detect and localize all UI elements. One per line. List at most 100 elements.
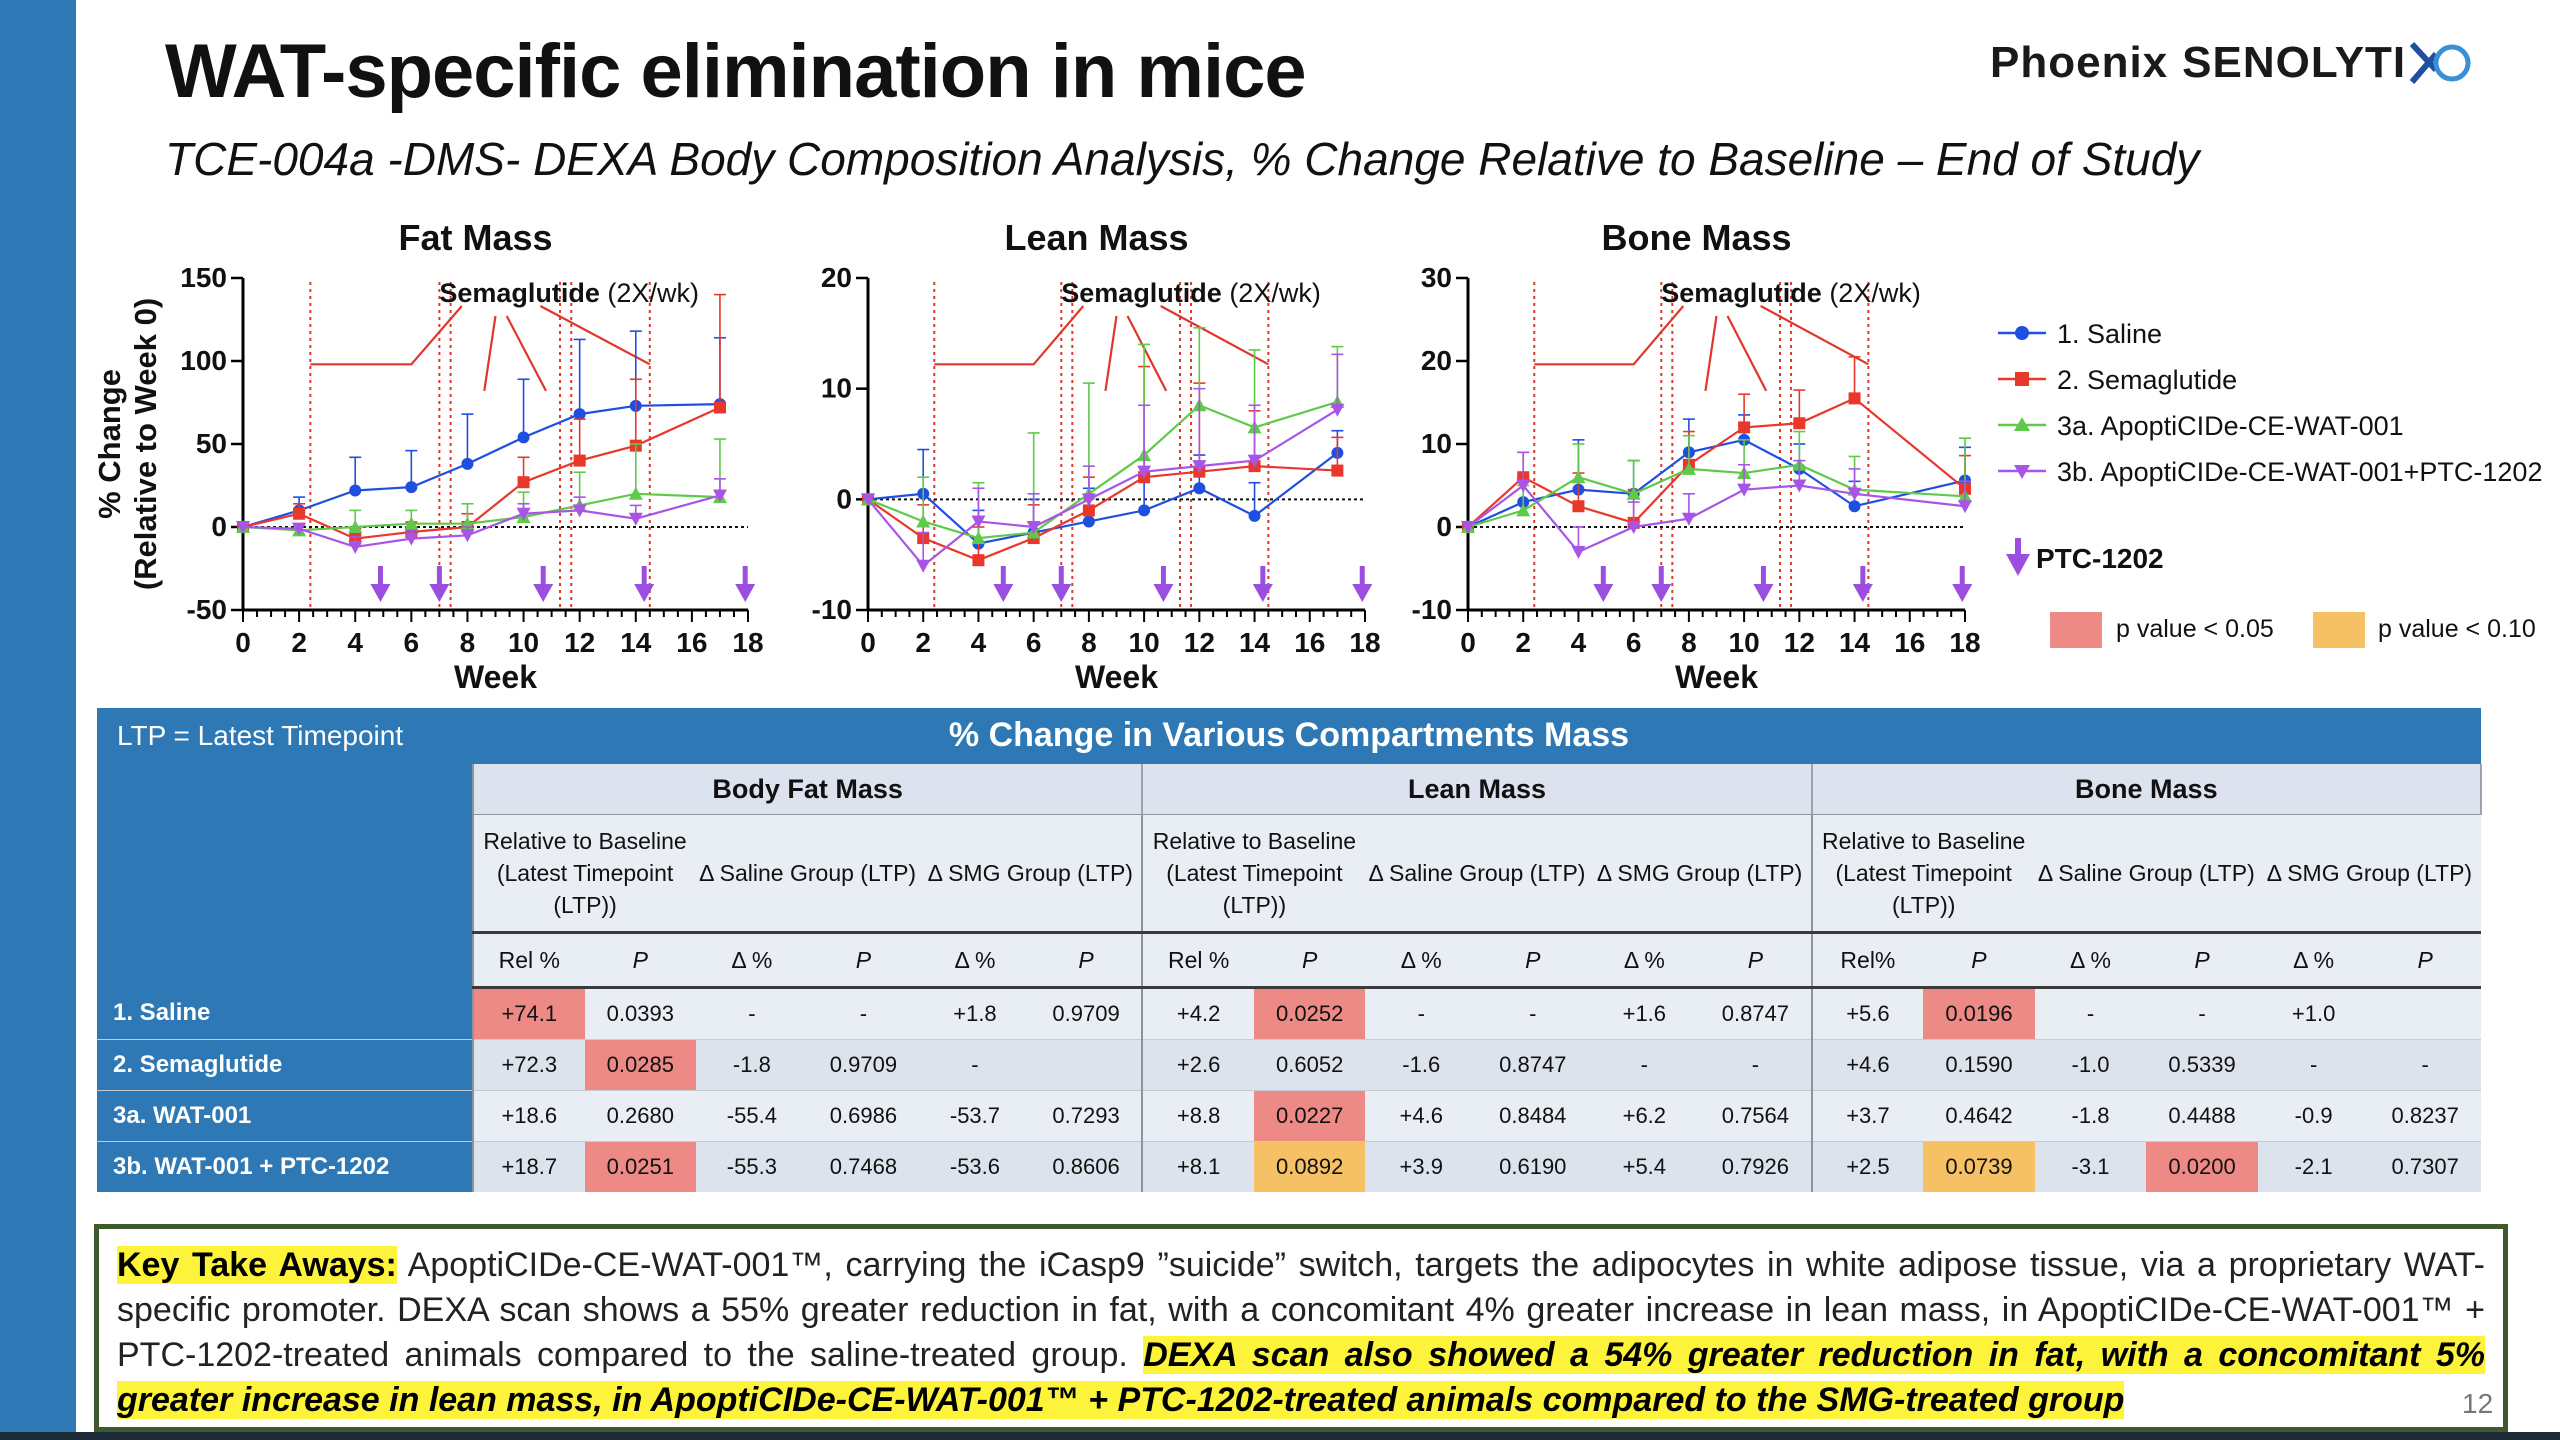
data-point [1193,482,1206,495]
ptc-arrow-icon [735,584,756,602]
row-label: 3b. WAT-001 + PTC-1202 [97,1141,473,1192]
x-tick-label: 4 [1571,627,1587,658]
row-label: 3a. WAT-001 [97,1090,473,1142]
semaglutide-label: Semaglutide (2X/wk) [1661,278,1921,308]
ptc-arrow-icon [1352,584,1373,602]
table-cell: 0.0196 [1923,987,2035,1040]
ptc-arrow-icon [993,584,1014,602]
chart-panel-0: Fat Mass Semaglutide (2X/wk) 0 2 4 6 8 10 12 14 16… [180,217,763,695]
data-point [1138,504,1151,517]
data-point [293,507,306,520]
series-line [242,403,720,529]
x-tick-label: 2 [915,627,931,658]
ltp-note: LTP = Latest Timepoint [117,720,404,751]
logo-word-phoenix: Phoenix [1990,38,2169,87]
table-cell: 0.2680 [584,1090,697,1142]
data-point [1330,403,1345,417]
table-cell: -0.9 [2257,1090,2370,1142]
table-cell: -2.1 [2257,1141,2370,1192]
legend-marker [2014,465,2030,479]
y-tick-label: -10 [1412,594,1452,625]
group-header-lean: Lean Mass [1141,764,1813,815]
data-table: Body Fat Mass Lean Mass Bone Mass Relati… [97,764,2483,1192]
data-point [1082,504,1095,517]
metric-header-bone-2: Δ % [2034,931,2147,989]
data-point [972,554,985,567]
x-tick-label: 6 [1626,627,1642,658]
ptc-arrow-icon [634,584,655,602]
table-cell: 0.6052 [1253,1039,1366,1091]
p010-label: p value < 0.10 [2378,615,2536,643]
data-point [712,489,727,503]
data-point [349,484,362,497]
p005-swatch [2050,612,2102,648]
data-point [405,481,418,494]
data-point [1572,500,1585,513]
data-point [1681,512,1696,526]
ptc-arrow-icon [533,584,554,602]
subheader-bone-smg: Δ SMG Group (LTP) [2257,814,2481,933]
y-tick-label: -50 [187,594,227,625]
data-point [916,559,931,573]
table-cell: 0.8606 [1030,1141,1143,1192]
table-cell: 0.8747 [1477,1039,1589,1091]
data-point [1737,483,1752,497]
chart-panel-1: Lean Mass Semaglutide (2X/wk) 0 2 4 6 8 10 12 14 1… [812,217,1381,695]
table-cell: 0.0200 [2146,1141,2258,1192]
x-tick-label: 16 [676,627,707,658]
x-tick-label: 6 [1026,627,1042,658]
x-tick-label: 4 [971,627,987,658]
chart-title: Bone Mass [1601,217,1791,258]
takeaways-text: ApoptiCIDe-CE-WAT-001™, carrying the iCa… [117,1246,2485,1374]
data-point [1516,503,1531,517]
table-cell: 0.0252 [1253,987,1366,1040]
table-cell: 0.8484 [1477,1090,1589,1142]
table-cell: +3.9 [1365,1141,1477,1192]
data-point [1516,479,1531,493]
data-point [404,516,419,530]
x-tick-label: 2 [1515,627,1531,658]
table-cell: 0.8747 [1700,987,1812,1040]
metric-header-bone-0: Rel% [1810,931,1924,989]
data-point [1626,521,1641,534]
x-tick-label: 14 [1239,627,1271,658]
data-point [861,493,875,507]
table-cell: +1.8 [919,987,1031,1040]
y-tick-label: 150 [180,262,227,293]
table-cell: - [1588,1039,1701,1091]
data-point [1626,486,1641,500]
series-line [242,406,721,540]
series-line [242,492,720,532]
table-cell [1030,1039,1143,1091]
bottom-divider [0,1432,2560,1440]
row-label: 1. Saline [97,987,473,1040]
y-tick-label: -10 [812,594,852,625]
table-cell: +5.4 [1588,1141,1701,1192]
x-tick-label: 10 [1129,627,1160,658]
subheader-bone-saline: Δ Saline Group (LTP) [2034,814,2258,933]
semaglutide-bracket [1126,315,1168,392]
slide-subtitle: TCE-004a -DMS- DEXA Body Composition Ana… [165,133,2200,185]
data-point [573,408,586,421]
chart-legend: 1. Saline 2. Semaglutide 3a. ApoptiCIDe-CE… [1998,319,2542,648]
x-tick-label: 4 [347,627,363,658]
table-cell: 0.8237 [2369,1090,2481,1142]
x-tick-label: 0 [235,627,251,658]
metric-header-fat-5: P [1030,931,1143,989]
semaglutide-bracket [505,315,547,392]
x-tick-label: 12 [564,627,595,658]
row-label: 2. Semaglutide [97,1039,473,1091]
table-cell: 0.7307 [2369,1141,2481,1192]
table-corner [97,764,473,988]
ptc-arrow-icon [1252,584,1273,602]
chart-title: Lean Mass [1004,217,1188,258]
y-tick-label: 20 [821,262,852,293]
semaglutide-bracket [1104,315,1118,392]
data-point [628,512,643,526]
table-cell: +1.6 [1588,987,1701,1040]
table-cell: - [807,987,920,1040]
data-point [1793,417,1806,430]
table-cell: 0.0227 [1253,1090,1366,1142]
table-cell: +4.2 [1141,987,1254,1040]
metric-header-lean-5: P [1700,931,1812,989]
